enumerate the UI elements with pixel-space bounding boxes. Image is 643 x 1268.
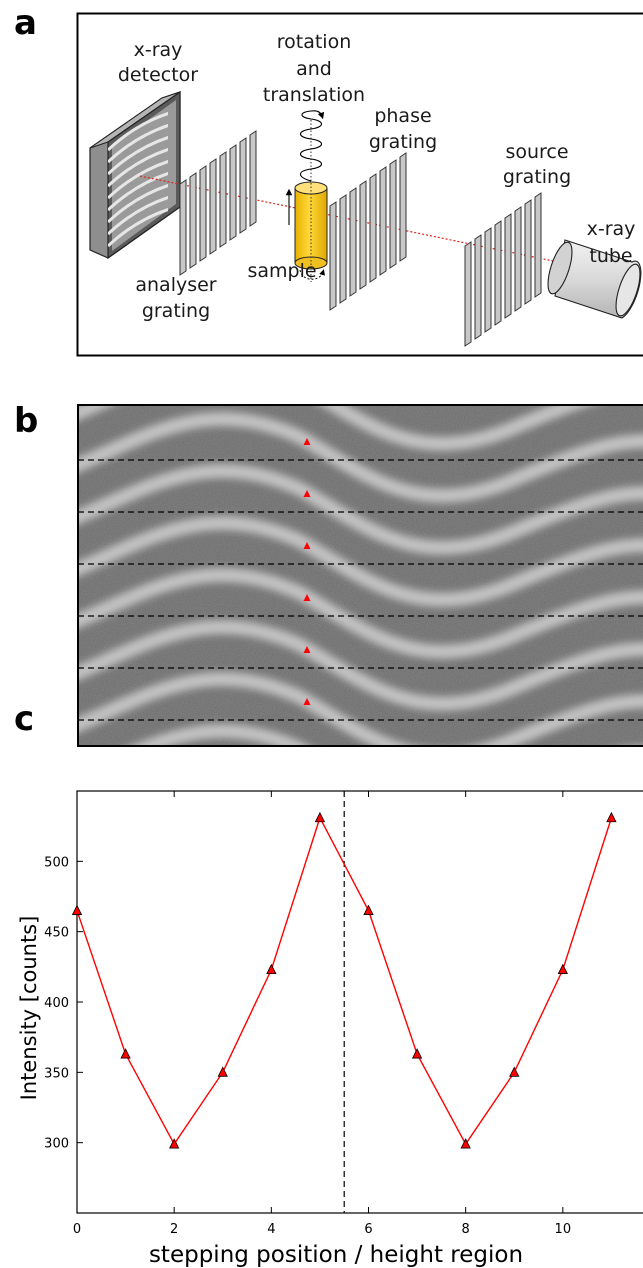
- x-tick-label: 6: [364, 1222, 372, 1237]
- sample-marker: [303, 542, 311, 549]
- label-rotation-1: rotation: [277, 31, 352, 53]
- label-sample: sample: [247, 260, 316, 282]
- sample-marker: [303, 646, 311, 653]
- intensity-point: [509, 1066, 520, 1077]
- intensity-point: [606, 811, 617, 823]
- rotation-arrow-icon: [299, 269, 326, 280]
- panel-label-b: b: [14, 401, 39, 441]
- label-source-2: grating: [503, 166, 571, 188]
- x-tick-label: 10: [555, 1222, 572, 1237]
- label-tube-1: x-ray: [587, 218, 636, 240]
- label-detector-2: detector: [118, 64, 198, 86]
- intensity-point: [363, 904, 374, 915]
- phase-grating: [329, 152, 407, 311]
- intensity-point: [266, 963, 277, 975]
- setup-schematic: x-ray detector rotation and translation …: [76, 12, 643, 357]
- intensity-chart: 0 2 4 6 8 10 300 350 400 450 500 Intensity [counts…: [17, 790, 643, 1268]
- y-tick-label: 450: [44, 926, 69, 941]
- label-analyser-1: analyser: [135, 274, 216, 296]
- plot-frame: [76, 790, 643, 1214]
- label-phase-2: grating: [369, 131, 437, 153]
- x-tick-label: 2: [170, 1222, 178, 1237]
- x-tick-label: 8: [462, 1222, 470, 1237]
- y-axis-label: Intensity [counts]: [17, 916, 41, 1101]
- label-source-1: source: [505, 141, 568, 163]
- intensity-series-line: [76, 815, 613, 1146]
- intensity-point: [120, 1048, 131, 1059]
- intensity-point: [557, 963, 568, 975]
- panel-label-c: c: [14, 699, 35, 739]
- schematic-frame: [76, 12, 643, 357]
- sample-marker: [303, 438, 311, 445]
- label-phase-1: phase: [374, 105, 431, 127]
- label-rotation-2: and: [296, 58, 332, 80]
- intensity-point: [217, 1066, 228, 1077]
- sample-marker: [303, 594, 311, 601]
- sample-cylinder: [294, 120, 328, 282]
- sample-marker: [303, 490, 311, 497]
- y-tick-label: 400: [44, 996, 69, 1011]
- analyser-grating: [179, 130, 257, 276]
- xray-detector: [89, 90, 181, 260]
- xray-beam: [139, 175, 559, 263]
- y-tick-label: 350: [44, 1066, 69, 1081]
- source-grating: [464, 192, 542, 347]
- x-axis-label: stepping position / height region: [149, 1242, 523, 1268]
- label-rotation-3: translation: [263, 84, 365, 106]
- intensity-point: [411, 1048, 423, 1059]
- label-analyser-2: grating: [142, 300, 210, 322]
- intensity-point: [314, 811, 326, 823]
- intensity-point: [71, 904, 83, 915]
- panel-label-a: a: [14, 3, 37, 43]
- fringe-image: [77, 404, 643, 747]
- y-tick-label: 300: [44, 1137, 69, 1152]
- label-tube-2: tube: [589, 245, 632, 267]
- y-tick-label: 500: [44, 855, 69, 870]
- xray-tube: [547, 239, 642, 319]
- intensity-point: [460, 1138, 471, 1149]
- image-frame: [77, 404, 643, 747]
- rotation-spiral-icon: [299, 110, 325, 182]
- x-tick-label: 4: [267, 1222, 275, 1237]
- x-tick-label: 0: [73, 1222, 81, 1237]
- intensity-point: [169, 1138, 180, 1149]
- sample-marker: [303, 698, 311, 705]
- label-detector-1: x-ray: [134, 39, 183, 61]
